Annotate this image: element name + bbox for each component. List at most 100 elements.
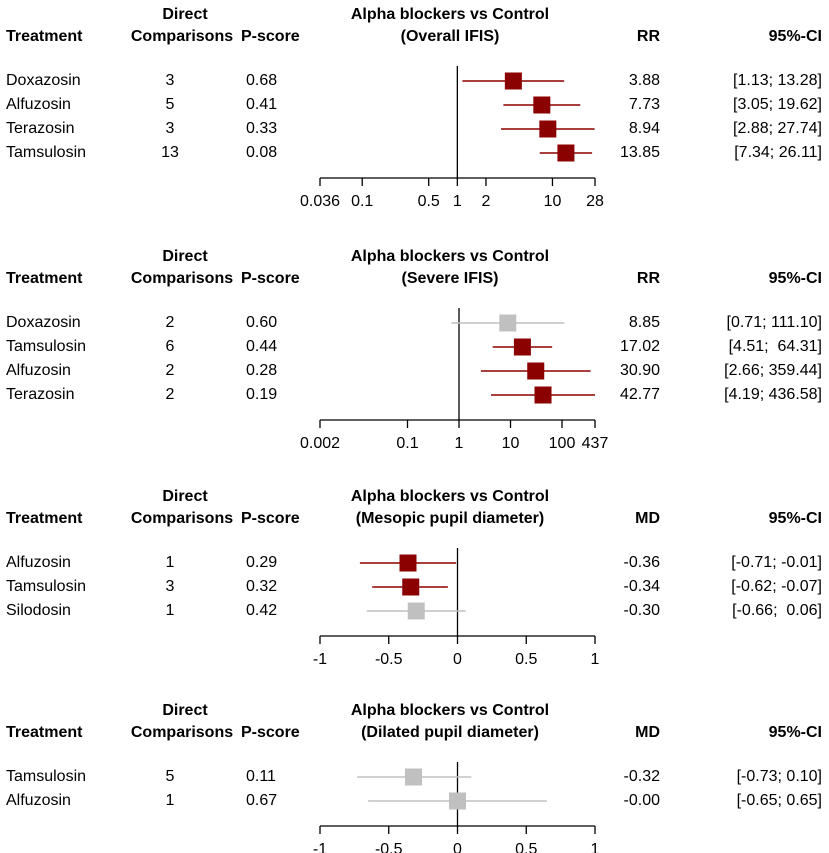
estimate-marker xyxy=(527,362,545,380)
row-pscore: 0.42 xyxy=(246,602,278,619)
header-comparisons: Comparisons xyxy=(130,270,234,287)
row-treatment: Doxazosin xyxy=(6,72,81,89)
header-comparisons: Comparisons xyxy=(130,28,234,45)
header-direct: Direct xyxy=(162,488,208,505)
effect-label: RR xyxy=(636,28,660,45)
x-tick-label: 0 xyxy=(453,841,462,853)
row-effect-estimate: -0.32 xyxy=(623,768,660,785)
row-effect-estimate: 30.90 xyxy=(619,362,660,379)
row-treatment: Tamsulosin xyxy=(6,338,87,355)
row-pscore: 0.32 xyxy=(246,578,278,595)
forest-panel-4: Treatment Direct Comparisons P-score Alpha b… xyxy=(0,696,829,853)
header-ci: 95%-CI xyxy=(768,724,822,741)
forest-plot-area: 0.036 0.1 0.5 1 2 10 28 xyxy=(300,66,604,210)
row-direct-comparisons: 5 xyxy=(165,96,175,113)
row-direct-comparisons: 13 xyxy=(161,144,179,161)
row-direct-comparisons: 1 xyxy=(165,792,175,809)
row-pscore: 0.67 xyxy=(246,792,278,809)
header-pscore: P-score xyxy=(241,510,300,527)
row-treatment: Alfuzosin xyxy=(6,554,71,571)
forest-panel-2: Treatment Direct Comparisons P-score Alpha b… xyxy=(0,242,829,482)
x-tick-label: 437 xyxy=(582,435,609,452)
row-confidence-interval: [4.19; 436.58] xyxy=(724,386,822,403)
row-direct-comparisons: 3 xyxy=(165,72,175,89)
row-direct-comparisons: 2 xyxy=(165,386,175,403)
estimate-marker xyxy=(399,554,417,572)
forest-plot-area: -1 -0.5 0 0.5 1 xyxy=(313,762,600,853)
header-direct: Direct xyxy=(162,248,208,265)
estimate-marker xyxy=(513,338,531,356)
row-pscore: 0.11 xyxy=(246,768,276,785)
row-pscore: 0.68 xyxy=(246,72,278,89)
x-tick-label: 0.1 xyxy=(351,193,373,210)
row-direct-comparisons: 3 xyxy=(165,578,175,595)
estimate-marker xyxy=(449,792,466,810)
plot-title-line2: (Severe IFIS) xyxy=(401,270,499,287)
effect-label: MD xyxy=(635,510,660,527)
row-effect-estimate: 42.77 xyxy=(619,386,660,403)
forest-plot-area: -1 -0.5 0 0.5 1 xyxy=(313,548,600,668)
x-tick-label: -1 xyxy=(313,841,327,853)
effect-label: MD xyxy=(635,724,660,741)
row-confidence-interval: [-0.73; 0.10] xyxy=(736,768,822,785)
row-treatment: Terazosin xyxy=(6,120,75,137)
x-tick-label: -0.5 xyxy=(375,651,403,668)
row-confidence-interval: [2.88; 27.74] xyxy=(733,120,822,137)
plot-title-line1: Alpha blockers vs Control xyxy=(350,248,550,265)
row-effect-estimate: 3.88 xyxy=(628,72,660,89)
row-effect-estimate: -0.00 xyxy=(623,792,660,809)
estimate-marker xyxy=(407,602,425,620)
row-pscore: 0.60 xyxy=(246,314,278,331)
row-confidence-interval: [0.71; 111.10] xyxy=(726,314,822,331)
estimate-marker xyxy=(402,578,420,596)
estimate-marker xyxy=(557,144,575,162)
row-confidence-interval: [-0.66; 0.06] xyxy=(732,602,822,619)
header-comparisons: Comparisons xyxy=(130,510,234,527)
row-effect-estimate: 7.73 xyxy=(628,96,660,113)
forest-panel-1: Treatment Direct Comparisons P-score Alpha b… xyxy=(0,0,829,242)
x-tick-label: 0.5 xyxy=(418,193,440,210)
header-comparisons: Comparisons xyxy=(130,724,234,741)
row-effect-estimate: 13.85 xyxy=(619,144,660,161)
row-treatment: Alfuzosin xyxy=(6,792,71,809)
x-tick-label: 28 xyxy=(586,193,604,210)
row-treatment: Terazosin xyxy=(6,386,75,403)
x-tick-label: 0.5 xyxy=(515,841,537,853)
effect-label: RR xyxy=(636,270,660,287)
row-direct-comparisons: 1 xyxy=(165,554,175,571)
header-ci: 95%-CI xyxy=(768,28,822,45)
row-confidence-interval: [2.66; 359.44] xyxy=(724,362,822,379)
plot-title-line2: (Dilated pupil diameter) xyxy=(361,724,539,741)
row-pscore: 0.08 xyxy=(246,144,278,161)
row-treatment: Tamsulosin xyxy=(6,578,87,595)
row-pscore: 0.29 xyxy=(246,554,278,571)
x-tick-label: -1 xyxy=(313,651,327,668)
row-confidence-interval: [7.34; 26.11] xyxy=(734,144,822,161)
estimate-marker xyxy=(534,386,552,404)
header-treatment: Treatment xyxy=(6,270,83,287)
row-confidence-interval: [3.05; 19.62] xyxy=(733,96,822,113)
header-pscore: P-score xyxy=(241,270,300,287)
header-pscore: P-score xyxy=(241,724,300,741)
plot-title-line1: Alpha blockers vs Control xyxy=(350,702,550,719)
header-direct: Direct xyxy=(162,6,208,23)
header-pscore: P-score xyxy=(241,28,300,45)
forest-panel-3: Treatment Direct Comparisons P-score Alpha b… xyxy=(0,482,829,696)
estimate-marker xyxy=(504,72,522,90)
row-treatment: Silodosin xyxy=(6,602,71,619)
estimate-marker xyxy=(499,314,517,332)
estimate-marker xyxy=(405,768,422,786)
x-tick-label: 0.002 xyxy=(300,435,340,452)
row-direct-comparisons: 2 xyxy=(165,362,175,379)
x-tick-label: 1 xyxy=(453,193,462,210)
row-direct-comparisons: 5 xyxy=(165,768,175,785)
row-confidence-interval: [1.13; 13.28] xyxy=(733,72,822,89)
row-direct-comparisons: 6 xyxy=(165,338,175,355)
x-tick-label: 0.5 xyxy=(515,651,537,668)
header-ci: 95%-CI xyxy=(768,270,822,287)
row-pscore: 0.28 xyxy=(246,362,278,379)
row-direct-comparisons: 3 xyxy=(165,120,175,137)
x-tick-label: -0.5 xyxy=(375,841,403,853)
header-treatment: Treatment xyxy=(6,28,83,45)
estimate-marker xyxy=(539,120,557,138)
